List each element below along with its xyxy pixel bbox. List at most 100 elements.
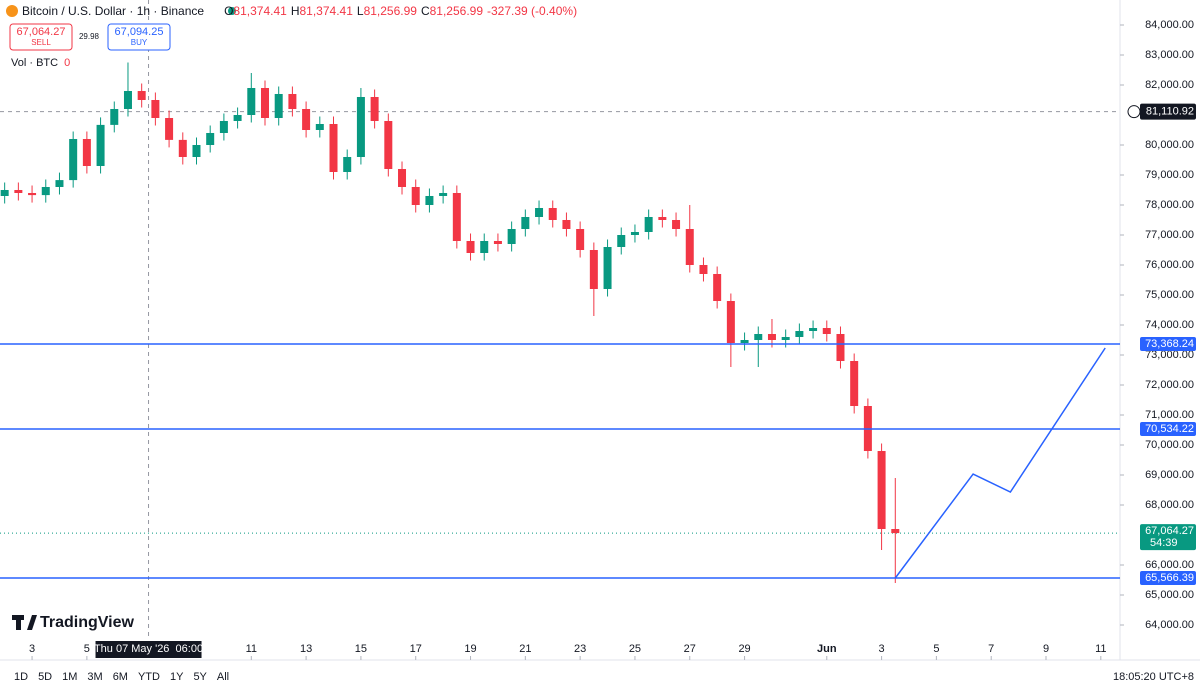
candle-body: [28, 192, 37, 196]
candle-body: [96, 124, 105, 166]
candle-body: [767, 334, 776, 341]
range-button[interactable]: All: [217, 671, 229, 683]
candle-body: [699, 264, 708, 274]
range-button[interactable]: 1Y: [170, 671, 184, 683]
candle-body: [192, 144, 201, 157]
logo-text: TradingView: [40, 614, 135, 631]
candle-body: [384, 120, 393, 169]
y-tick-label: 79,000.00: [1145, 169, 1194, 181]
x-tick-label: 27: [684, 643, 696, 655]
x-tick-label: 13: [300, 643, 312, 655]
candle-body: [151, 99, 160, 118]
candle-body: [439, 192, 448, 196]
candle-body: [576, 228, 585, 250]
candle-body: [274, 93, 283, 118]
candle-body: [260, 87, 269, 118]
btc-icon: [6, 5, 18, 17]
range-button[interactable]: 5Y: [193, 671, 207, 683]
candle-body: [754, 334, 763, 341]
clock: 18:05:20 UTC+8: [1113, 671, 1194, 683]
range-button[interactable]: 5D: [38, 671, 52, 683]
x-tick-label: 3: [879, 643, 885, 655]
buy-button[interactable]: [107, 23, 171, 51]
range-button[interactable]: 6M: [113, 671, 128, 683]
y-tick-label: 80,000.00: [1145, 139, 1194, 151]
y-tick-label: 65,000.00: [1145, 589, 1194, 601]
candle-body: [480, 240, 489, 253]
countdown-label: 54:39: [1150, 537, 1178, 549]
candle-body: [795, 331, 804, 338]
ohlc-value: 81,374.41: [299, 4, 353, 18]
candle-body: [370, 96, 379, 121]
candle-body: [247, 87, 256, 115]
y-tick-label: 68,000.00: [1145, 499, 1194, 511]
y-tick-label: 71,000.00: [1145, 409, 1194, 421]
x-tick-label: 19: [464, 643, 476, 655]
candle-body: [726, 300, 735, 344]
candle-body: [315, 123, 324, 130]
candle-body: [398, 168, 407, 187]
x-tick-label: 7: [988, 643, 994, 655]
candle-body: [110, 108, 119, 125]
sell-button[interactable]: [9, 23, 73, 51]
y-tick-label: 64,000.00: [1145, 619, 1194, 631]
crosshair-time-label: Thu 07 May '26 06:00: [94, 643, 203, 655]
y-tick-label: 82,000.00: [1145, 79, 1194, 91]
level-label: 73,368.24: [1145, 338, 1194, 350]
candle-body: [809, 328, 818, 332]
ohlc-key: C: [421, 4, 430, 18]
sell-price: 67,064.27: [17, 26, 66, 38]
candle-body: [14, 189, 23, 193]
range-button[interactable]: YTD: [138, 671, 160, 683]
range-button[interactable]: 1D: [14, 671, 28, 683]
range-button[interactable]: 1M: [62, 671, 77, 683]
candle-body: [82, 138, 91, 166]
x-tick-label: Jun: [817, 643, 837, 655]
candle-body: [329, 123, 338, 172]
candle-body: [123, 90, 132, 109]
candle-body: [466, 240, 475, 253]
candle-body: [822, 328, 831, 335]
candle-body: [891, 529, 900, 534]
range-button[interactable]: 3M: [87, 671, 102, 683]
crosshair-add-button[interactable]: [1127, 105, 1141, 119]
candle-body: [603, 246, 612, 289]
crosshair-price-bg: [1140, 103, 1196, 120]
candle-body: [836, 334, 845, 362]
x-tick-label: 5: [84, 643, 90, 655]
candle-body: [740, 340, 749, 344]
projection-line: [894, 347, 1106, 579]
last-price-bg: [1140, 524, 1196, 551]
y-tick-label: 66,000.00: [1145, 559, 1194, 571]
candle-body: [41, 186, 50, 196]
candle-body: [617, 234, 626, 247]
candle-body: [658, 216, 667, 220]
candle-body: [507, 228, 516, 244]
candle-body: [219, 120, 228, 133]
x-tick-label: 15: [355, 643, 367, 655]
candle-body: [0, 189, 9, 196]
candle-body: [69, 138, 78, 181]
y-tick-label: 70,000.00: [1145, 439, 1194, 451]
level-label-bg: [1140, 336, 1196, 351]
x-tick-label: 17: [410, 643, 422, 655]
volume-value: 0: [64, 57, 70, 69]
sell-label: SELL: [31, 38, 51, 47]
y-tick-label: 74,000.00: [1145, 319, 1194, 331]
candle-body: [178, 139, 187, 157]
ohlc-value: 81,256.99: [364, 4, 418, 18]
y-tick-label: 72,000.00: [1145, 379, 1194, 391]
ohlc-key: H: [291, 4, 300, 18]
candle-body: [288, 93, 297, 109]
x-tick-label: 5: [933, 643, 939, 655]
level-label-bg: [1140, 571, 1196, 586]
change: -327.39 (-0.40%): [487, 4, 577, 18]
candle-body: [562, 219, 571, 229]
candle-body: [425, 195, 434, 205]
candle-body: [644, 216, 653, 232]
volume-label: Vol · BTC: [11, 57, 58, 69]
level-label: 65,566.39: [1145, 572, 1194, 584]
market-status: [228, 7, 236, 15]
y-tick-label: 84,000.00: [1145, 19, 1194, 31]
